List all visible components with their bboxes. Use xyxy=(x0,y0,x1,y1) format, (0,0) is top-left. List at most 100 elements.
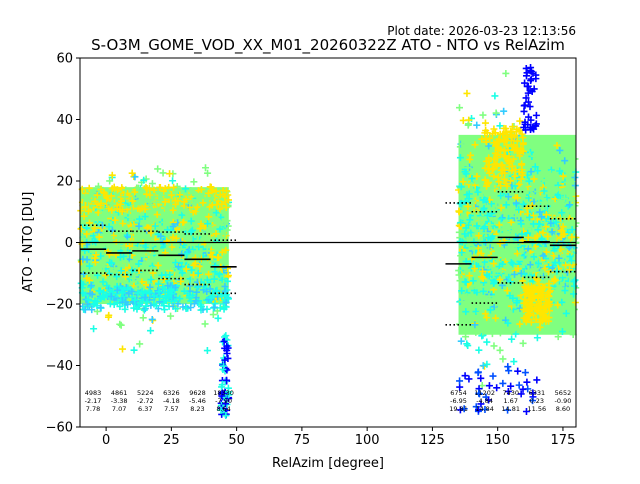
scatter-point xyxy=(524,251,532,259)
scatter-point xyxy=(497,246,505,254)
scatter-point xyxy=(187,186,195,194)
scatter-point xyxy=(212,187,220,195)
scatter-point xyxy=(191,259,199,267)
scatter-point xyxy=(540,187,548,195)
scatter-point xyxy=(526,103,534,111)
bin-stat-label: 8.23 xyxy=(190,405,204,413)
scatter-point xyxy=(221,193,229,201)
scatter-point xyxy=(559,274,567,282)
scatter-point xyxy=(209,311,217,319)
scatter-point xyxy=(216,205,224,213)
scatter-point xyxy=(497,182,505,190)
scatter-point xyxy=(461,197,469,205)
scatter-point xyxy=(534,188,542,196)
scatter-point xyxy=(514,367,522,375)
scatter-point xyxy=(461,206,469,214)
scatter-point xyxy=(80,270,88,278)
scatter-point xyxy=(207,183,215,191)
scatter-point xyxy=(174,272,182,280)
scatter-point xyxy=(479,111,487,119)
scatter-point xyxy=(154,261,162,269)
scatter-point xyxy=(483,338,491,346)
scatter-point xyxy=(119,220,127,228)
scatter-point xyxy=(222,203,230,211)
scatter-point xyxy=(484,166,492,174)
scatter-point xyxy=(145,184,153,192)
scatter-point xyxy=(466,156,474,164)
scatter-point xyxy=(134,289,142,297)
scatter-point xyxy=(220,305,228,313)
scatter-point xyxy=(571,182,579,190)
scatter-point xyxy=(222,232,230,240)
scatter-point xyxy=(482,127,490,135)
scatter-point xyxy=(502,201,510,209)
scatter-point xyxy=(512,213,520,221)
scatter-point xyxy=(456,377,464,385)
scatter-point xyxy=(473,172,481,180)
scatter-point xyxy=(202,164,210,172)
scatter-point xyxy=(222,400,230,408)
bin-mean-std-lines xyxy=(80,191,576,326)
scatter-point xyxy=(499,299,507,307)
scatter-point xyxy=(547,219,555,227)
scatter-point xyxy=(541,219,549,227)
scatter-point xyxy=(157,232,165,240)
scatter-point xyxy=(164,245,172,253)
scatter-point xyxy=(457,219,465,227)
scatter-point xyxy=(473,121,481,129)
scatter-point xyxy=(556,167,564,175)
scatter-point xyxy=(469,277,477,285)
x-tick-label: 25 xyxy=(163,433,180,448)
scatter-point xyxy=(192,297,200,305)
scatter-point xyxy=(491,160,499,168)
scatter-point xyxy=(511,166,519,174)
scatter-point xyxy=(216,191,224,199)
scatter-point xyxy=(201,320,209,328)
scatter-point xyxy=(499,355,507,363)
scatter-point xyxy=(536,303,544,311)
bin-stat-label: -4.18 xyxy=(163,397,180,405)
scatter-point xyxy=(571,173,579,181)
scatter-point xyxy=(551,224,559,232)
scatter-point xyxy=(473,289,481,297)
scatter-point xyxy=(483,360,491,368)
scatter-point xyxy=(85,184,93,192)
scatter-point xyxy=(546,169,554,177)
scatter-point xyxy=(150,193,158,201)
scatter-point xyxy=(126,242,134,250)
scatter-point xyxy=(482,229,490,237)
scatter-point xyxy=(496,130,504,138)
scatter-point xyxy=(172,259,180,267)
scatter-point xyxy=(117,321,125,329)
scatter-point xyxy=(169,233,177,241)
scatter-point xyxy=(464,164,472,172)
y-tick-label: 20 xyxy=(56,175,73,190)
scatter-point xyxy=(169,222,177,230)
scatter-point xyxy=(496,122,504,130)
scatter-point xyxy=(475,232,483,240)
scatter-point xyxy=(533,334,541,342)
bin-stat-labels: 4983-2.177.78 4861-3.387.07 5224-2.726.37 6… xyxy=(85,389,572,413)
scatter-point xyxy=(500,146,508,154)
scatter-point xyxy=(513,299,521,307)
scatter-point xyxy=(172,200,180,208)
scatter-point xyxy=(155,280,163,288)
scatter-point xyxy=(483,271,491,279)
scatter-point xyxy=(521,219,529,227)
scatter-point xyxy=(499,379,507,387)
bin-stat-label: 6.37 xyxy=(138,405,152,413)
bin-stat-label: 14.84 xyxy=(475,405,494,413)
scatter-point xyxy=(479,328,487,336)
scatter-point xyxy=(511,172,519,180)
scatter-point xyxy=(472,308,480,316)
scatter-point xyxy=(102,271,110,279)
scatter-point xyxy=(490,342,498,350)
scatter-point xyxy=(196,225,204,233)
y-tick-label: −40 xyxy=(46,359,73,374)
scatter-point xyxy=(539,195,547,203)
scatter-point xyxy=(510,288,518,296)
bin-stat-label: 0.23 xyxy=(530,397,544,405)
scatter-point xyxy=(524,82,532,90)
scatter-point xyxy=(502,306,510,314)
x-tick-label: 50 xyxy=(228,433,245,448)
